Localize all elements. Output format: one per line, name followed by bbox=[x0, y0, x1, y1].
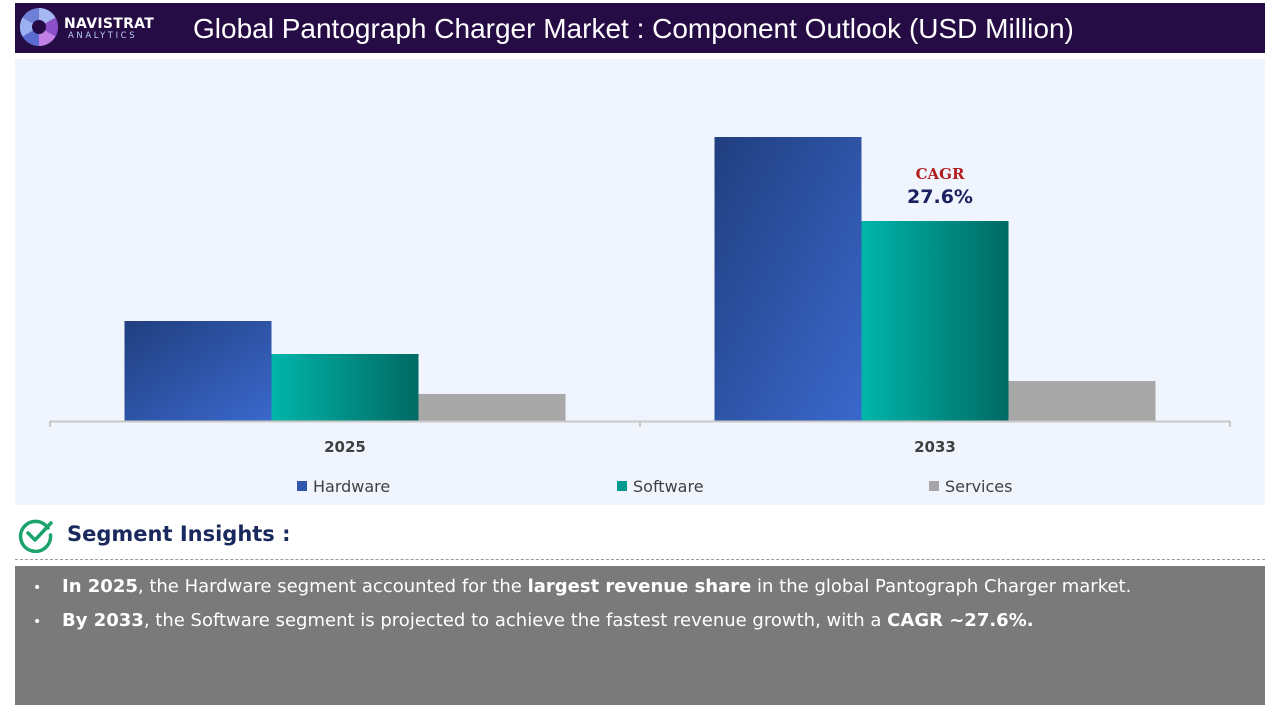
legend-label-services: Services bbox=[945, 476, 1013, 496]
page-title: Global Pantograph Charger Market : Compo… bbox=[193, 13, 1074, 44]
legend-item-services: Services bbox=[929, 476, 1012, 496]
insight-bullet-2: • By 2033, the Software segment is projec… bbox=[33, 610, 1034, 631]
bar-hardware-2033 bbox=[714, 137, 862, 421]
bar-chart: 2025 2033 bbox=[49, 137, 1231, 456]
logo-icon bbox=[19, 7, 59, 47]
legend-item-hardware: Hardware bbox=[297, 476, 390, 496]
segment-insights-header: Segment Insights : bbox=[15, 513, 1265, 557]
legend-swatch-services bbox=[929, 481, 939, 491]
legend-label-hardware: Hardware bbox=[313, 476, 391, 496]
logo-name: NAVISTRAT bbox=[64, 16, 155, 32]
bar-software-2025 bbox=[271, 354, 419, 421]
bar-hardware-2025 bbox=[124, 321, 272, 421]
check-circle-icon bbox=[18, 519, 53, 553]
bar-services-2033 bbox=[1008, 381, 1156, 421]
brand-logo: NAVISTRAT ANALYTICS bbox=[18, 6, 168, 50]
insights-box: • In 2025, the Hardware segment accounted… bbox=[15, 566, 1265, 705]
bar-software-2033 bbox=[861, 221, 1009, 421]
insight-bullet-1: • In 2025, the Hardware segment accounted… bbox=[33, 576, 1132, 597]
legend-swatch-software bbox=[617, 481, 627, 491]
header-bar: NAVISTRAT ANALYTICS Global Pantograph Ch… bbox=[15, 3, 1265, 53]
cagr-value: 27.6% bbox=[907, 186, 973, 208]
bar-services-2025 bbox=[418, 394, 566, 421]
chart-area: 2025 2033 bbox=[15, 59, 1265, 505]
cagr-label: CAGR bbox=[915, 165, 965, 183]
divider bbox=[15, 559, 1265, 560]
logo-subtitle: ANALYTICS bbox=[68, 31, 138, 41]
x-tick-label-2025: 2025 bbox=[324, 438, 366, 456]
segment-insights-title: Segment Insights : bbox=[67, 522, 291, 546]
legend-swatch-hardware bbox=[297, 481, 307, 491]
legend-item-software: Software bbox=[617, 476, 704, 496]
legend-label-software: Software bbox=[633, 476, 704, 496]
x-tick-label-2033: 2033 bbox=[914, 438, 956, 456]
